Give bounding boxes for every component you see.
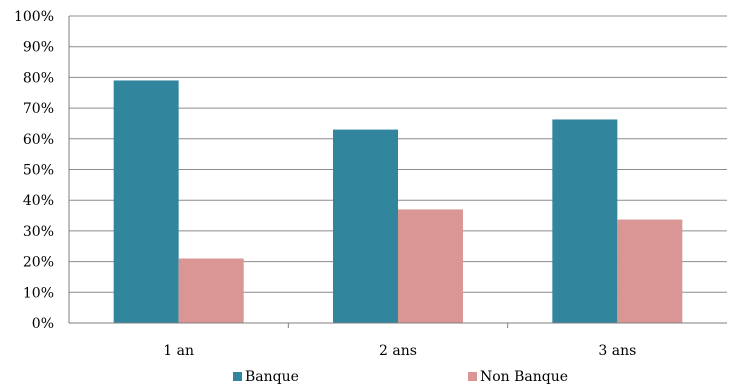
y-tick-label: 60% xyxy=(23,132,54,148)
y-tick-label: 100% xyxy=(14,9,54,25)
y-axis-ticks: 0% 10% 20% 30% 40% 50% 60% 70% 80% 90% 100% xyxy=(14,9,54,332)
x-tick-label: 1 an xyxy=(163,343,194,359)
y-tick-label: 40% xyxy=(23,193,54,209)
legend-swatch xyxy=(233,372,242,381)
y-tick-label: 50% xyxy=(23,163,54,179)
bar-non-banque xyxy=(398,209,463,323)
bars xyxy=(113,80,683,323)
axes xyxy=(68,16,727,328)
y-tick-label: 70% xyxy=(23,101,54,117)
bar-banque xyxy=(113,80,179,323)
bar-banque xyxy=(333,129,398,323)
legend: Banque Non Banque xyxy=(233,369,568,385)
bar-banque xyxy=(552,119,618,323)
x-axis-labels: 1 an 2 ans 3 ans xyxy=(163,343,636,359)
bar-non-banque xyxy=(178,258,244,323)
legend-label: Non Banque xyxy=(480,369,568,385)
y-tick-label: 80% xyxy=(23,70,54,86)
x-tick-label: 3 ans xyxy=(598,343,636,359)
legend-swatch xyxy=(468,372,477,381)
y-tick-label: 10% xyxy=(23,285,54,301)
y-tick-label: 0% xyxy=(32,316,54,332)
y-tick-label: 30% xyxy=(23,224,54,240)
bar-non-banque xyxy=(617,219,683,323)
x-tick-label: 2 ans xyxy=(379,343,417,359)
legend-label: Banque xyxy=(245,369,299,385)
y-tick-label: 90% xyxy=(23,40,54,56)
y-tick-label: 20% xyxy=(23,255,54,271)
